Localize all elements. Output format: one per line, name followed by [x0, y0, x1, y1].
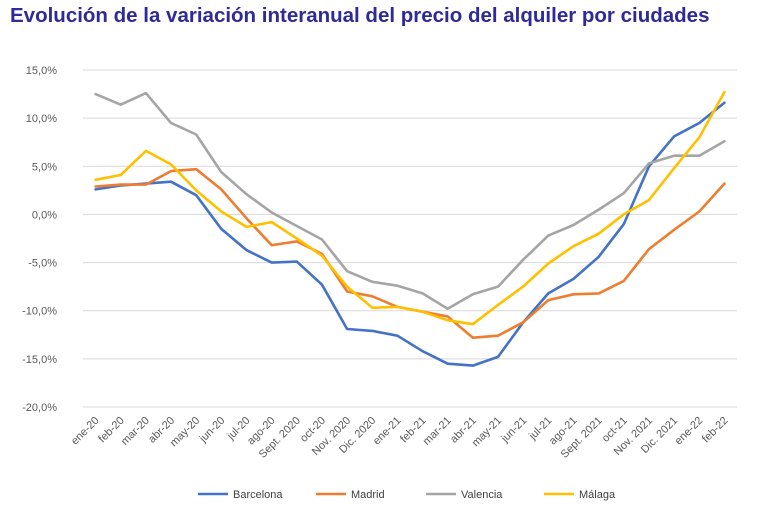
x-tick-label: mar-20 [119, 415, 152, 448]
legend-label-m-laga: Málaga [579, 489, 616, 501]
series-line-valencia [94, 91, 726, 311]
series-line-barcelona [94, 101, 726, 367]
legend: Barcelona Madrid Valencia Málaga [198, 489, 616, 501]
legend-label-madrid: Madrid [351, 489, 385, 501]
x-tick-label: feb-22 [700, 415, 731, 446]
chart-title: Evolución de la variación interanual del… [10, 4, 710, 27]
legend-label-valencia: Valencia [461, 489, 503, 501]
y-axis-ticks: 15,0% 10,0% 5,0% 0,0% -5,0% -10,0% -15,0% -20,0… [22, 65, 57, 414]
y-tick-label: -15,0% [22, 354, 57, 366]
series-lines [94, 90, 726, 367]
gridlines [83, 69, 737, 408]
x-tick-label: ene-22 [673, 415, 706, 448]
y-tick-label: -5,0% [28, 258, 57, 270]
x-tick-label: ene-21 [371, 415, 404, 448]
x-tick-label: jun-20 [197, 415, 228, 446]
x-tick-label: mar-21 [421, 415, 454, 448]
x-axis-ticks: ene-20feb-20mar-20abr-20may-20jun-20jul-… [69, 415, 731, 461]
y-tick-label: 0,0% [32, 209, 57, 221]
y-tick-label: 10,0% [26, 113, 57, 125]
y-tick-label: 15,0% [26, 65, 57, 77]
y-tick-label: -10,0% [22, 306, 57, 318]
y-tick-label: 5,0% [32, 161, 57, 173]
series-line-m-laga [94, 90, 726, 326]
legend-label-barcelona: Barcelona [233, 489, 283, 501]
series-line-madrid [94, 167, 726, 340]
x-tick-label: ene-20 [69, 415, 102, 448]
x-tick-label: jun-21 [498, 415, 529, 446]
y-tick-label: -20,0% [22, 402, 57, 414]
